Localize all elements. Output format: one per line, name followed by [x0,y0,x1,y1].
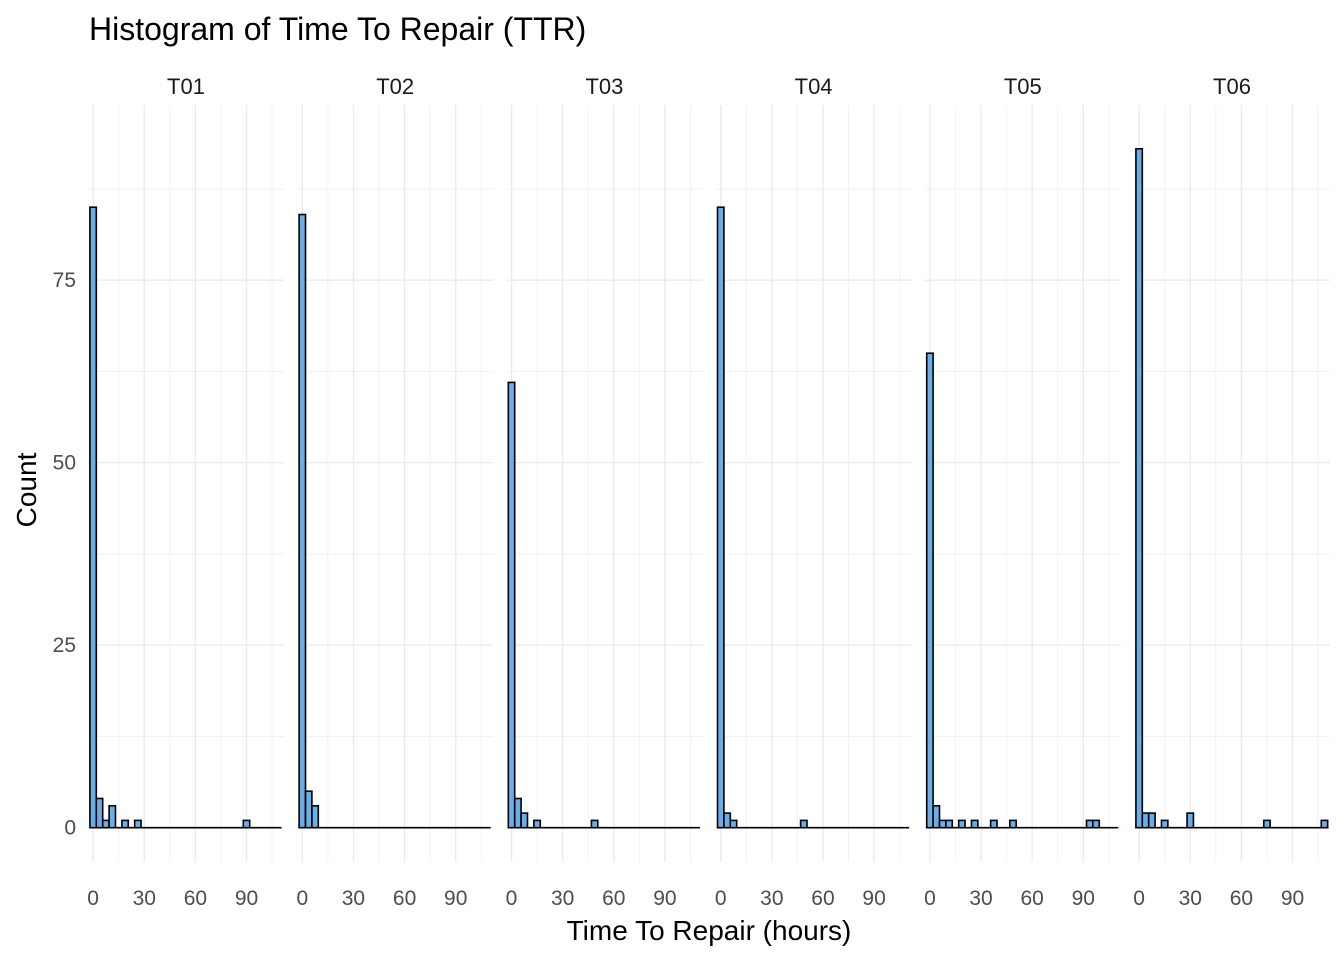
x-tick-label: 60 [393,887,416,910]
facet-strip-label: T02 [376,74,414,99]
x-tick-label: 0 [87,887,99,910]
facet-strip-label: T06 [1213,74,1251,99]
histogram-bar [1135,147,1144,829]
x-axis-title: Time To Repair (hours) [567,915,852,946]
x-tick-label: 0 [924,887,936,910]
histogram-bar [520,812,529,829]
histogram-bar [108,804,117,829]
x-tick-label: 90 [1072,887,1095,910]
facet-strip-label: T01 [167,74,205,99]
histogram-bar [242,819,251,829]
x-tick-label: 90 [444,887,467,910]
histogram-bar [932,804,941,829]
x-tick-label: 0 [296,887,308,910]
facet-panel-t01: 0 30 60 90 T01 [87,74,284,910]
x-tick-label: 60 [1020,887,1043,910]
x-tick-label: 60 [1230,887,1253,910]
y-axis-title: Count [11,452,42,527]
histogram-bar [513,797,522,829]
histogram-bar [925,352,934,829]
x-tick-label: 90 [862,887,885,910]
histogram-bar [304,790,313,829]
histogram-bar [1147,812,1156,829]
histogram-bar [89,206,98,829]
x-tick-label: 30 [1179,887,1202,910]
histogram-bar [133,819,142,829]
histogram-bar [799,819,808,829]
histogram-bar [1262,819,1271,829]
x-tick-label: 90 [235,887,258,910]
facet-panel-t03: 0 30 60 90 T03 [506,74,703,910]
y-axis: 0 25 50 75 [53,269,76,839]
histogram-bar [1186,812,1195,829]
x-tick-label: 0 [715,887,727,910]
x-tick-label: 0 [506,887,518,910]
facet-panel-t05: 0 30 60 90 T05 [924,74,1121,910]
x-tick-label: 90 [653,887,676,910]
histogram-bar [298,213,307,829]
chart-title: Histogram of Time To Repair (TTR) [89,11,586,47]
y-tick-label: 0 [64,817,76,840]
facet-panel-t06: 0 30 60 90 T06 [1133,74,1330,910]
histogram-bar [723,812,732,829]
histogram-bar [1320,819,1329,829]
histogram-bar [590,819,599,829]
x-tick-label: 30 [551,887,574,910]
histogram-bar [121,819,130,829]
histogram-bar [1009,819,1017,829]
histogram-bar [970,819,979,829]
x-tick-label: 30 [760,887,783,910]
facet-panel-t04: 0 30 60 90 T04 [715,74,912,910]
y-tick-label: 75 [53,269,76,292]
facet-panel-t02: 0 30 60 90 T02 [296,74,494,910]
histogram-bar [1160,819,1169,829]
histogram-bar [716,206,725,829]
y-tick-label: 50 [53,452,76,475]
histogram-bar [1141,812,1150,829]
histogram-bar [989,819,998,829]
x-tick-label: 90 [1281,887,1304,910]
histogram-bar [957,819,966,829]
histogram-bar [101,819,110,829]
facet-strip-label: T04 [795,74,833,99]
histogram-bar [311,804,320,829]
x-tick-label: 0 [1133,887,1145,910]
histogram-bar [533,819,542,829]
x-tick-label: 60 [184,887,207,910]
y-tick-label: 25 [53,634,76,657]
facet-strip-label: T05 [1004,74,1042,99]
facet-panels: 0 30 60 90 T01 0 30 60 90 T02 0 30 60 90 T03 0 30 60 90 T04… [87,74,1330,910]
histogram-bar [945,819,954,829]
x-tick-label: 60 [811,887,834,910]
histogram-bar [729,819,738,829]
x-tick-label: 60 [602,887,625,910]
histogram-bar [1092,819,1101,829]
histogram-bar [95,797,104,829]
histogram-bar [938,819,947,829]
histogram-bar [1085,819,1094,829]
facet-strip-label: T03 [585,74,623,99]
histogram-bar [507,381,516,829]
x-tick-label: 30 [133,887,156,910]
x-tick-label: 30 [342,887,365,910]
x-tick-label: 30 [969,887,992,910]
